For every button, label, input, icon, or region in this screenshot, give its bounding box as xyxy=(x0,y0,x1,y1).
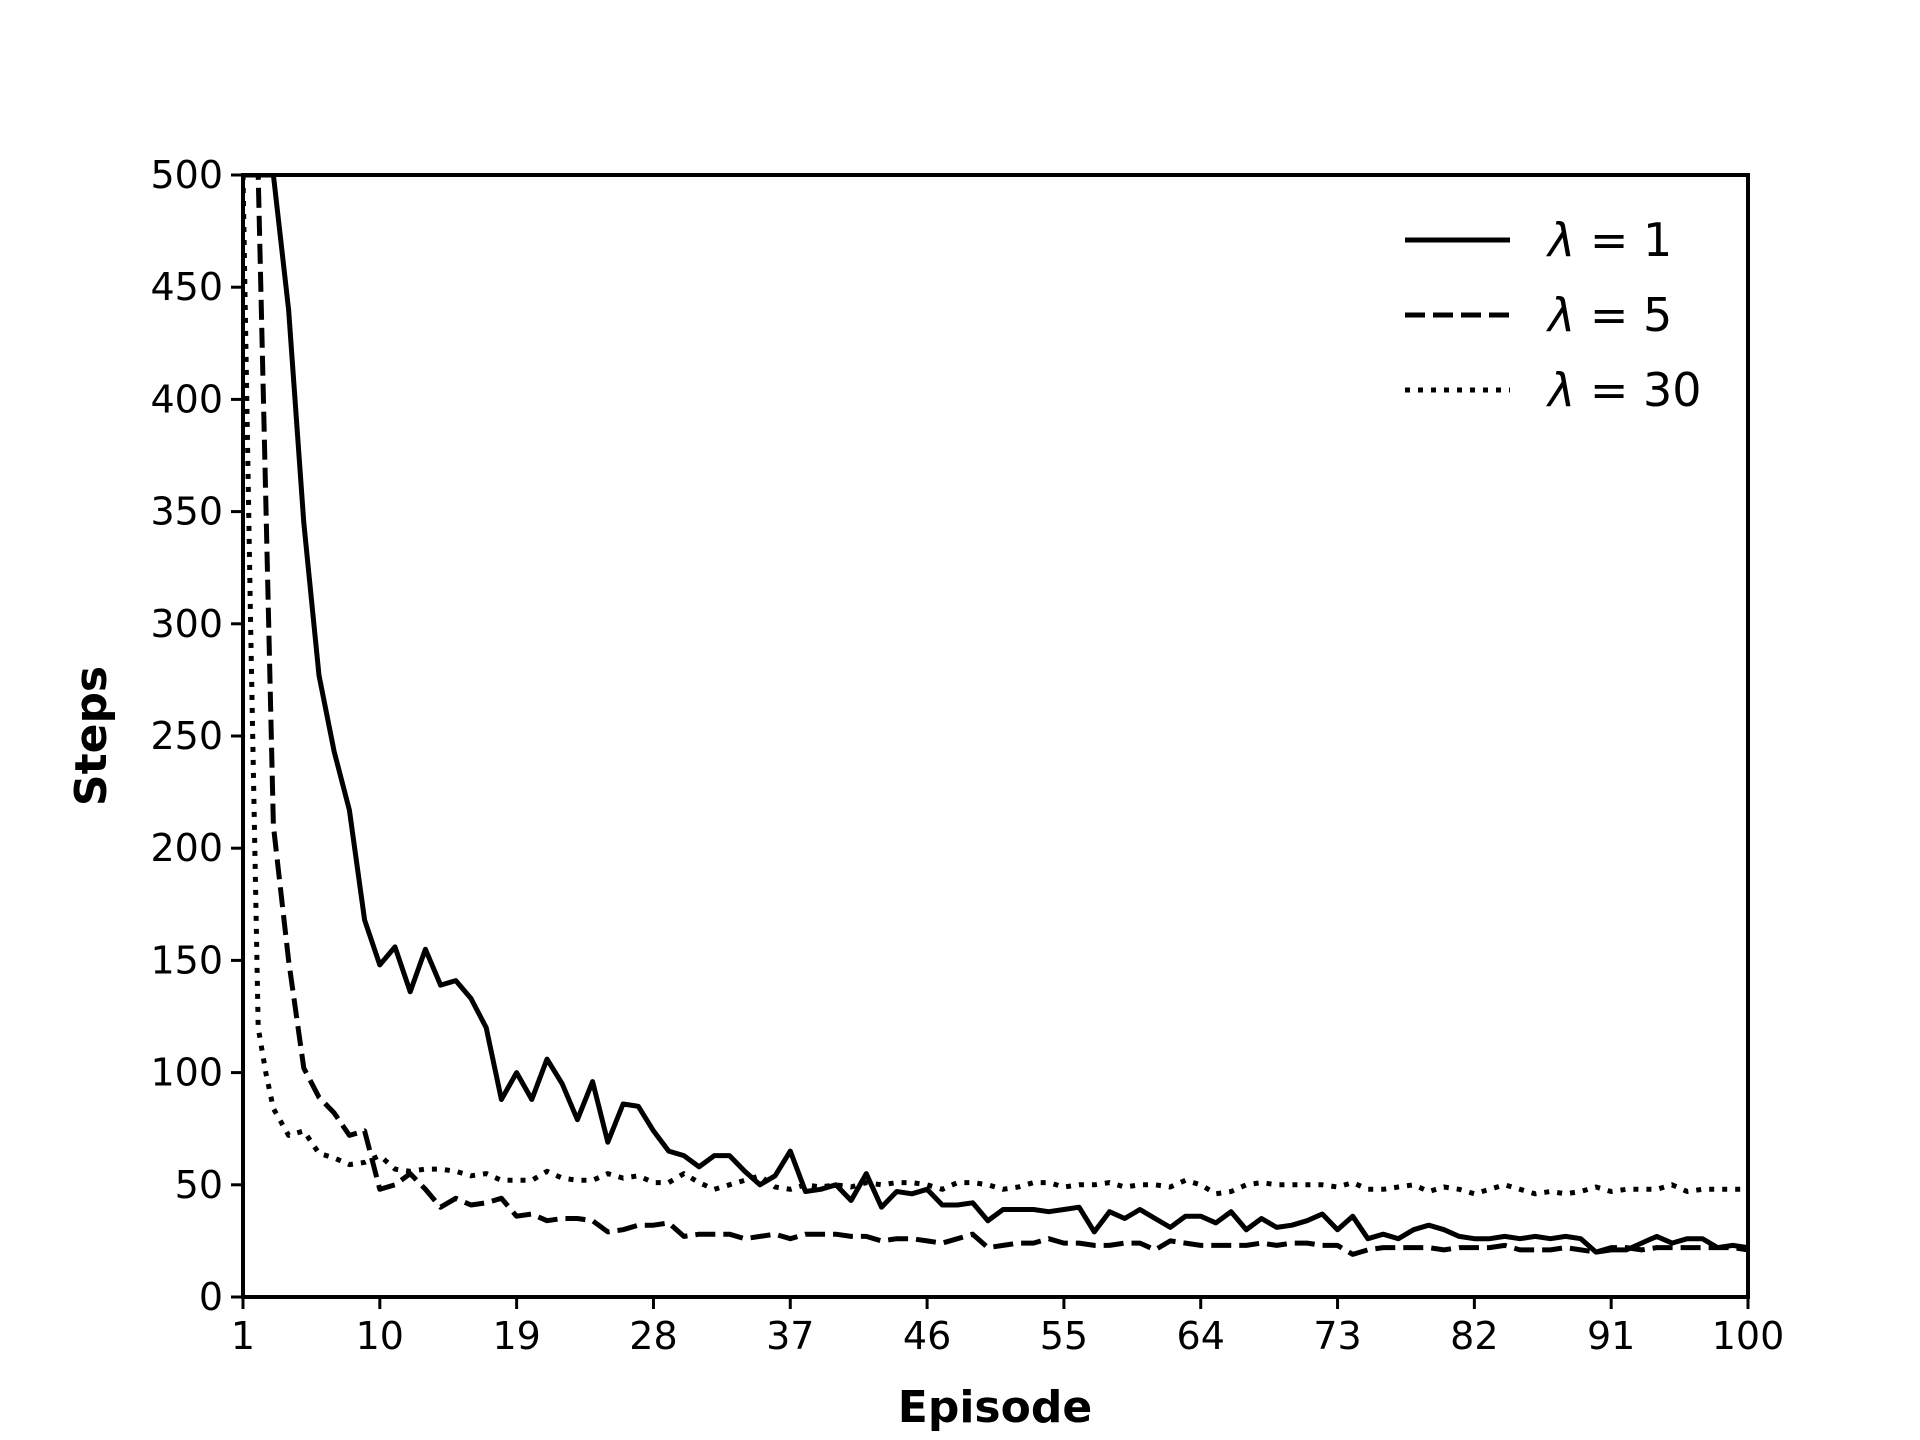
y-axis: 0 50 100 150 200 250 300 350 400 450 500 xyxy=(150,153,243,1319)
series-line-2 xyxy=(243,175,1748,1257)
x-tick-label: 73 xyxy=(1313,1314,1361,1358)
x-tick-label: 10 xyxy=(356,1314,404,1358)
x-tick-label: 82 xyxy=(1450,1314,1498,1358)
y-tick-label: 350 xyxy=(150,490,223,534)
legend-label-1: λ = 1 xyxy=(1545,213,1672,267)
legend-label-2: λ = 5 xyxy=(1545,288,1672,342)
series-line-1 xyxy=(243,175,1748,1255)
legend: λ = 1 λ = 5 λ = 30 xyxy=(1405,213,1702,417)
x-tick-label: 46 xyxy=(903,1314,951,1358)
y-tick-label: 250 xyxy=(150,714,223,758)
y-tick-label: 50 xyxy=(175,1163,223,1207)
x-tick-label: 100 xyxy=(1712,1314,1785,1358)
series-line-3 xyxy=(243,175,1748,1197)
x-tick-label: 19 xyxy=(492,1314,540,1358)
x-tick-label: 37 xyxy=(766,1314,814,1358)
x-axis: 1 10 19 28 37 46 55 64 73 82 91 100 xyxy=(231,1297,1784,1358)
y-tick-label: 450 xyxy=(150,265,223,309)
y-tick-label: 150 xyxy=(150,938,223,982)
y-tick-label: 0 xyxy=(199,1275,223,1319)
y-tick-label: 500 xyxy=(150,153,223,197)
y-axis-title: Steps xyxy=(66,666,117,806)
legend-label-3: λ = 30 xyxy=(1545,363,1702,417)
series-layer xyxy=(243,175,1748,1257)
x-axis-title: Episode xyxy=(898,1382,1092,1433)
x-tick-label: 64 xyxy=(1177,1314,1225,1358)
x-tick-label: 1 xyxy=(231,1314,255,1358)
y-tick-label: 200 xyxy=(150,826,223,870)
y-tick-label: 400 xyxy=(150,377,223,421)
y-tick-label: 100 xyxy=(150,1051,223,1095)
y-tick-label: 300 xyxy=(150,602,223,646)
x-tick-label: 91 xyxy=(1587,1314,1635,1358)
x-tick-label: 55 xyxy=(1040,1314,1088,1358)
x-tick-label: 28 xyxy=(629,1314,677,1358)
